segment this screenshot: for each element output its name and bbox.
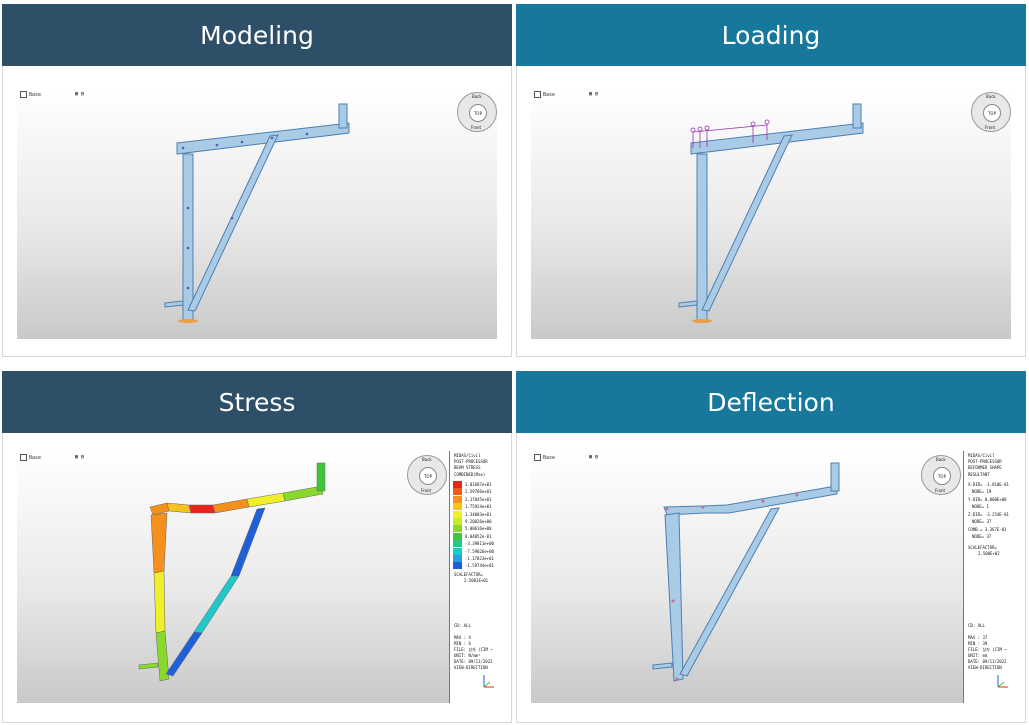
panel-loading: Loading Base ▦ ▤ Back Front TOP: [516, 4, 1026, 357]
legend-swatch: [453, 518, 462, 525]
legend-value: 1.34003e+01: [465, 511, 492, 517]
model-viewport[interactable]: Base ▦ ▤ Back Front TOP: [531, 451, 1011, 703]
legend-swatch: [453, 555, 462, 562]
model-viewport[interactable]: Base ▦ ▤ Back Front TOP: [17, 88, 497, 339]
panel-title: Loading: [721, 20, 821, 50]
view-toolbar-icon[interactable]: ▦ ▤: [589, 454, 599, 460]
legend-swatch: [453, 547, 462, 555]
legend-swatch: [453, 562, 462, 570]
legend-swatch: [453, 525, 462, 533]
view-base-label: Base: [20, 454, 41, 461]
panel-modeling: Modeling Base ▦ ▤ Back Front TOP: [2, 4, 512, 357]
panel-title: Stress: [218, 387, 296, 417]
view-toolbar-icon[interactable]: ▦ ▤: [589, 91, 599, 97]
legend-value: -1.17823e+01: [465, 556, 494, 561]
panel-header: Stress: [2, 371, 512, 433]
deflection-legend: MIDAS/Civil POST-PROCESSOR DEFORMED SHAP…: [963, 451, 1011, 703]
stress-contour-model: [138, 462, 326, 682]
legend-swatch: [453, 510, 462, 518]
legend-value: -1.59744e+01: [465, 563, 494, 569]
view-base-label: Base: [534, 91, 555, 98]
stress-legend: MIDAS/Civil POST-PROCESSOR BEAM STRESS C…: [449, 451, 497, 703]
panel-title: Deflection: [707, 387, 835, 417]
legend-swatch: [453, 503, 462, 511]
panel-body: Base ▦ ▤ Back Front TOP: [2, 66, 512, 357]
model-viewport[interactable]: Base ▦ ▤ Back Front TOP: [531, 88, 1011, 339]
panel-deflection: Deflection Base ▦ ▤ Back Front TOP: [516, 371, 1026, 723]
legend-value: 8.04052e-01: [465, 533, 492, 539]
panel-header: Deflection: [516, 371, 1026, 433]
legend-value: 2.17845e+01: [465, 496, 492, 502]
panel-body: Base ▦ ▤ Back Front TOP: [2, 433, 512, 723]
view-base-label: Base: [534, 454, 555, 461]
legend-swatch: [453, 532, 462, 540]
legend-swatch: [453, 495, 462, 503]
panel-header: Modeling: [2, 4, 512, 66]
legend-swatch: [453, 481, 462, 488]
legend-value: 5.00616e+00: [465, 526, 492, 532]
panel-header: Loading: [516, 4, 1026, 66]
frame-model: [164, 103, 350, 323]
panel-stress: Stress Base ▦ ▤ Back Front TOP: [2, 371, 512, 723]
legend-value: 3.01687e+01: [465, 482, 492, 487]
viewcube-icon[interactable]: Back Front TOP: [921, 455, 961, 495]
legend-value: -3.39811e+00: [465, 541, 494, 547]
panel-body: Base ▦ ▤ Back Front TOP: [516, 66, 1026, 357]
axis-triad-icon: [483, 675, 494, 688]
view-toolbar-icon[interactable]: ▦ ▤: [75, 454, 85, 460]
legend-value: -7.59026e+00: [465, 548, 494, 554]
panel-title: Modeling: [200, 20, 314, 50]
viewcube-icon[interactable]: Back Front TOP: [971, 92, 1011, 132]
legend-value: 1.75924e+01: [465, 504, 492, 510]
frame-model-loads: [678, 103, 864, 323]
deformed-shape-model: [652, 462, 840, 682]
axis-triad-icon: [997, 675, 1008, 688]
viewcube-icon[interactable]: Back Front TOP: [457, 92, 497, 132]
legend-swatch: [453, 540, 462, 548]
legend-value: 9.20826e+00: [465, 519, 492, 524]
panel-body: Base ▦ ▤ Back Front TOP: [516, 433, 1026, 723]
legend-value: 2.59766e+01: [465, 489, 492, 495]
view-base-label: Base: [20, 91, 41, 98]
viewcube-icon[interactable]: Back Front TOP: [407, 455, 447, 495]
view-toolbar-icon[interactable]: ▦ ▤: [75, 91, 85, 97]
model-viewport[interactable]: Base ▦ ▤ Back Front TOP: [17, 451, 497, 703]
legend-swatch: [453, 488, 462, 496]
